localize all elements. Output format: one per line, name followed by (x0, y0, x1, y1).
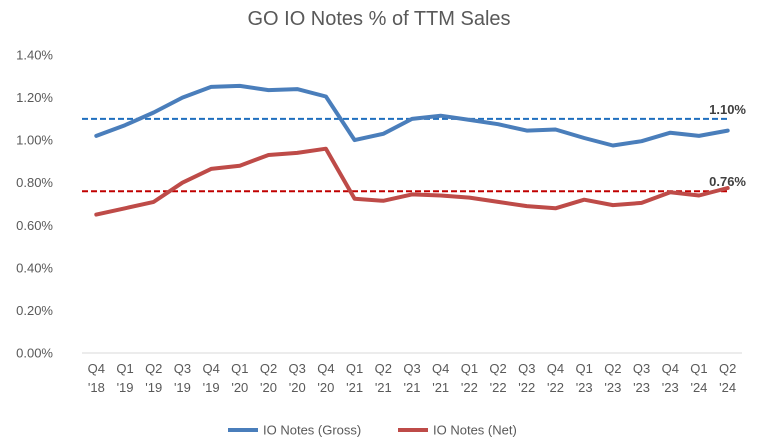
x-tick-label: Q2'24 (719, 361, 736, 395)
reference-lines: 1.10% 0.76% (82, 102, 746, 193)
y-tick-label: 1.40% (16, 48, 53, 63)
x-tick-label: Q1'23 (576, 361, 593, 395)
x-tick-label: Q4'22 (547, 361, 564, 395)
x-tick-label: Q2'19 (145, 361, 162, 395)
y-tick-label: 1.00% (16, 133, 53, 148)
chart-title: GO IO Notes % of TTM Sales (247, 8, 510, 30)
x-tick-label: Q2'20 (260, 361, 277, 395)
x-tick-label: Q3'23 (633, 361, 650, 395)
x-tick-label: Q1'22 (461, 361, 478, 395)
x-tick-label: Q3'19 (174, 361, 191, 395)
x-tick-label: Q3'21 (403, 361, 420, 395)
x-tick-label: Q2'22 (489, 361, 506, 395)
x-tick-label: Q1'21 (346, 361, 363, 395)
y-tick-label: 0.00% (16, 346, 53, 361)
x-tick-label: Q4'19 (202, 361, 219, 395)
x-tick-label: Q4'20 (317, 361, 334, 395)
y-tick-label: 0.80% (16, 175, 53, 190)
legend: IO Notes (Gross) IO Notes (Net) (228, 423, 517, 438)
x-tick-label: Q3'22 (518, 361, 535, 395)
x-tick-label: Q1'19 (116, 361, 133, 395)
x-tick-label: Q4'18 (88, 361, 105, 395)
y-tick-label: 1.20% (16, 90, 53, 105)
x-tick-label: Q2'23 (604, 361, 621, 395)
y-tick-label: 0.60% (16, 218, 53, 233)
x-tick-label: Q2'21 (375, 361, 392, 395)
x-tick-label: Q3'20 (289, 361, 306, 395)
legend-label: IO Notes (Net) (433, 423, 517, 438)
y-axis: 0.00% 0.20% 0.40% 0.60% 0.80% 1.00% 1.20% 1.40% (16, 48, 53, 361)
y-tick-label: 0.20% (16, 303, 53, 318)
x-tick-label: Q4'21 (432, 361, 449, 395)
series-line (94, 83, 730, 148)
x-tick-label: Q1'24 (690, 361, 707, 395)
series-line (94, 146, 730, 217)
x-axis: Q4'18 Q1'19 Q2'19 Q3'19 Q4'19 Q1'20 Q2'20 Q3'20… (82, 352, 742, 395)
reference-line-label: 0.76% (709, 174, 746, 189)
series-lines (94, 83, 730, 217)
y-tick-label: 0.40% (16, 260, 53, 275)
x-tick-label: Q4'23 (662, 361, 679, 395)
reference-line-label: 1.10% (709, 102, 746, 117)
legend-label: IO Notes (Gross) (263, 423, 361, 438)
x-tick-label: Q1'20 (231, 361, 248, 395)
